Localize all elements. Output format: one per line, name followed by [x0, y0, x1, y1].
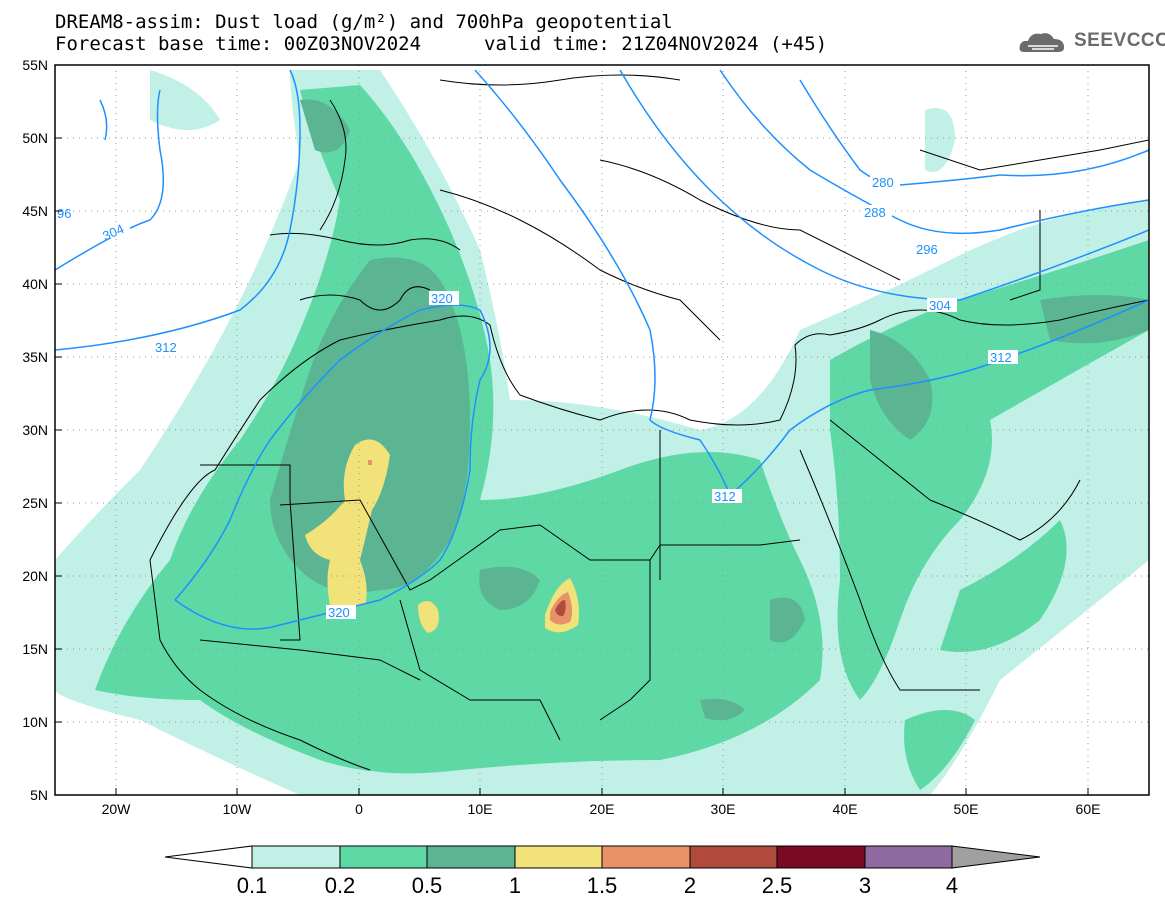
colorbar-swatch — [426, 845, 516, 869]
colorbar-label: 0.5 — [412, 873, 443, 898]
colorbar-swatch — [864, 845, 953, 869]
contour-label-288: 288 — [864, 205, 886, 220]
contour-label-280: 280 — [872, 175, 894, 190]
colorbar-low-arrow — [164, 845, 253, 869]
colorbar-labels: 0.1 0.2 0.5 1 1.5 2 2.5 3 4 — [237, 873, 958, 898]
colorbar-label: 0.2 — [325, 873, 356, 898]
lat-label: 10N — [22, 714, 48, 730]
lat-label: 55N — [22, 57, 48, 73]
contour-label-312-center: 312 — [714, 489, 736, 504]
colorbar-label: 2 — [684, 873, 696, 898]
lon-label: 40E — [833, 801, 858, 817]
lat-label: 50N — [22, 130, 48, 146]
lat-label: 30N — [22, 422, 48, 438]
lon-label: 20W — [102, 801, 132, 817]
dust-level-0.5 — [270, 257, 470, 593]
lon-label: 0 — [355, 801, 363, 817]
geopotential-contours — [55, 69, 1149, 630]
colorbar-high-arrow — [951, 845, 1041, 869]
colorbar-swatch — [689, 845, 778, 869]
colorbar-label: 4 — [946, 873, 958, 898]
lon-label: 10W — [223, 801, 253, 817]
map-title: DREAM8-assim: Dust load (g/m²) and 700hP… — [55, 11, 673, 33]
lat-label: 25N — [22, 495, 48, 511]
colorbar-swatch — [514, 845, 603, 869]
lat-label: 35N — [22, 349, 48, 365]
dust-layers — [55, 65, 1149, 795]
lat-label: 5N — [30, 787, 48, 803]
colorbar-label: 1.5 — [587, 873, 618, 898]
colorbar-label: 1 — [509, 873, 521, 898]
colorbar-label: 2.5 — [762, 873, 793, 898]
contour-label-96: 96 — [57, 206, 71, 221]
lat-labels: 55N 50N 45N 40N 35N 30N 25N 20N 15N 10N … — [22, 57, 48, 803]
lon-label: 60E — [1076, 801, 1101, 817]
colorbar-swatch — [601, 845, 691, 869]
lon-label: 10E — [468, 801, 493, 817]
contour-label-320-north: 320 — [431, 291, 453, 306]
lon-labels: 20W 10W 0 10E 20E 30E 40E 50E 60E — [102, 801, 1101, 817]
colorbar-swatch — [339, 845, 428, 869]
cloud-logo-icon — [1019, 33, 1065, 52]
forecast-base-time: Forecast base time: 00Z03NOV2024 — [55, 33, 422, 55]
color-bar — [164, 845, 1041, 869]
lat-label: 20N — [22, 568, 48, 584]
contour-label-320-south: 320 — [328, 605, 350, 620]
lon-label: 20E — [590, 801, 615, 817]
colorbar-label: 0.1 — [237, 873, 268, 898]
colorbar-swatch — [251, 845, 341, 869]
contour-labels: 304 96 312 320 320 280 288 296 304 312 3… — [57, 175, 1018, 620]
lat-label: 40N — [22, 276, 48, 292]
contour-label-312: 312 — [155, 340, 177, 355]
colorbar-label: 3 — [859, 873, 871, 898]
contour-label-304-east: 304 — [929, 298, 951, 313]
lat-label: 15N — [22, 641, 48, 657]
graticule — [55, 65, 1149, 795]
contour-label-296: 296 — [916, 242, 938, 257]
logo-text: SEEVCCC — [1074, 30, 1165, 51]
lon-label: 50E — [954, 801, 979, 817]
axis-ticks — [55, 64, 1089, 795]
colorbar-swatch — [776, 845, 866, 869]
lat-label: 45N — [22, 203, 48, 219]
lon-label: 30E — [711, 801, 736, 817]
valid-time: valid time: 21Z04NOV2024 (+45) — [484, 33, 828, 55]
dust-level-2 — [555, 600, 566, 617]
contour-label-312-east: 312 — [990, 350, 1012, 365]
dust-level-1 — [305, 439, 390, 605]
